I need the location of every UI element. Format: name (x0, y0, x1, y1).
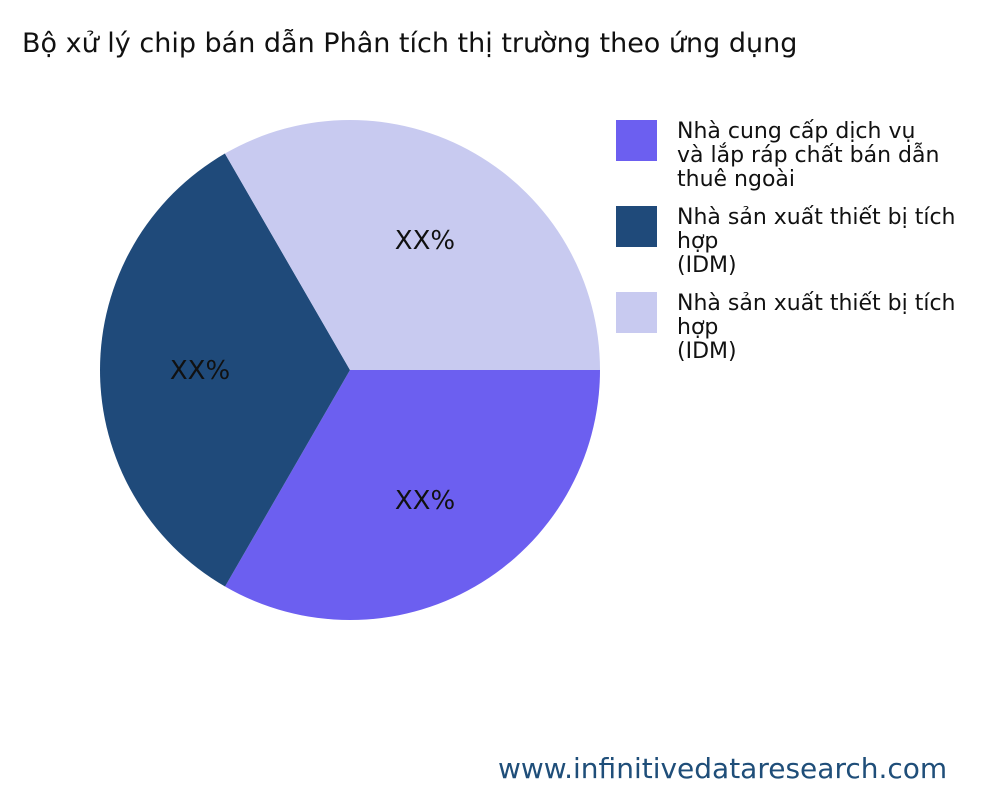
legend-swatch-0 (616, 120, 657, 161)
pie-slice-1[interactable] (100, 153, 350, 587)
legend-swatch-2 (616, 292, 657, 333)
legend-item-2[interactable]: Nhà sản xuất thiết bị tích hợp (IDM) (616, 292, 986, 364)
footer-url[interactable]: www.infinitivedataresearch.com (498, 752, 948, 785)
pie-slice-2[interactable] (224, 119, 601, 371)
slice-data-label-1: XX% (170, 356, 230, 386)
legend: Nhà cung cấp dịch vụ và lắp ráp chất bán… (616, 120, 986, 364)
slice-data-label-2: XX% (395, 226, 455, 256)
legend-swatch-1 (616, 206, 657, 247)
legend-label-2: Nhà sản xuất thiết bị tích hợp (IDM) (677, 291, 956, 364)
pie-chart: XX% XX% XX% (100, 119, 601, 621)
chart-title: Bộ xử lý chip bán dẫn Phân tích thị trườ… (22, 28, 798, 59)
pie-slice-0[interactable] (225, 370, 600, 621)
legend-label-1: Nhà sản xuất thiết bị tích hợp (IDM) (677, 205, 956, 278)
legend-label-0: Nhà cung cấp dịch vụ và lắp ráp chất bán… (677, 119, 940, 192)
slice-data-label-0: XX% (395, 486, 455, 516)
legend-item-0[interactable]: Nhà cung cấp dịch vụ và lắp ráp chất bán… (616, 120, 986, 192)
legend-item-1[interactable]: Nhà sản xuất thiết bị tích hợp (IDM) (616, 206, 986, 278)
